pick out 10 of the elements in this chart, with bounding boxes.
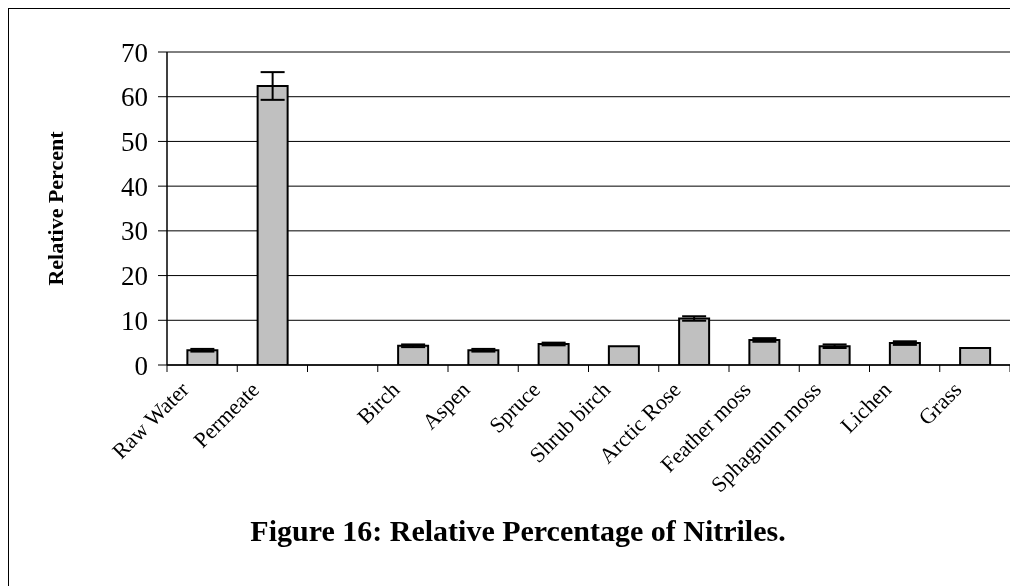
text: Figure 16: Relative Percentage of Nitriles. bbox=[249, 514, 787, 548]
y-tick-label: 30 bbox=[121, 216, 148, 247]
y-tick-label: 70 bbox=[121, 37, 148, 68]
y-axis-title: Relative Percent bbox=[42, 130, 68, 286]
y-tick-label: 40 bbox=[121, 171, 148, 202]
y-tick-label: 0 bbox=[134, 350, 148, 381]
y-tick-label: 10 bbox=[121, 305, 148, 336]
y-tick-label: 50 bbox=[121, 127, 148, 158]
y-tick-label: 60 bbox=[121, 82, 148, 113]
y-tick-label: 20 bbox=[121, 261, 148, 292]
